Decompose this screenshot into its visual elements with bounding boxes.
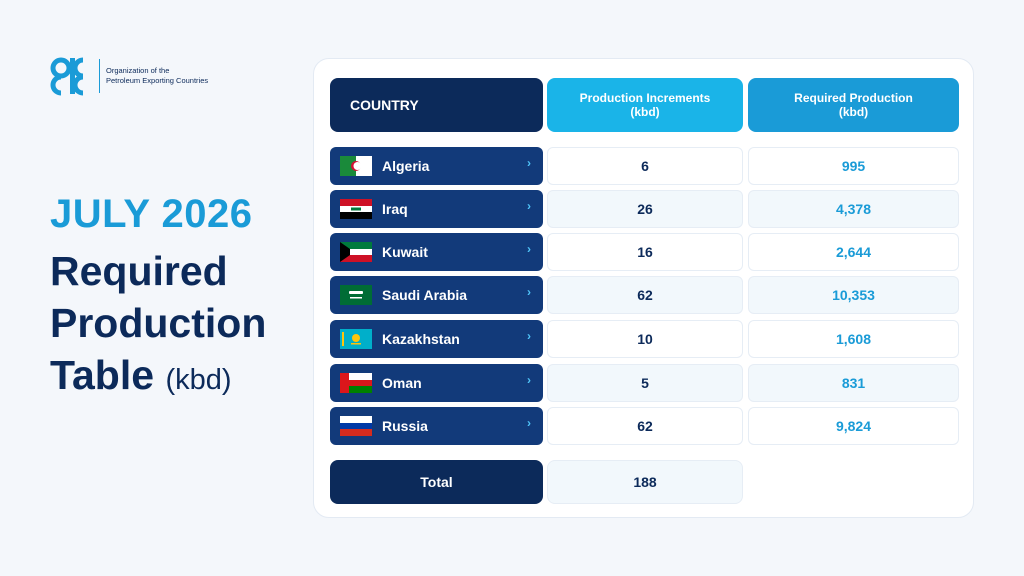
country-row-algeria[interactable]: Algeria › xyxy=(330,147,543,185)
country-row-kuwait[interactable]: Kuwait › xyxy=(330,233,543,271)
increment-cell: 26 xyxy=(547,190,743,228)
organization-name: Organization of the Petroleum Exporting … xyxy=(106,66,208,86)
country-row-russia[interactable]: Russia › xyxy=(330,407,543,445)
header-required-production: Required Production (kbd) xyxy=(748,78,959,132)
country-name: Russia xyxy=(382,418,428,434)
required-cell: 4,378 xyxy=(748,190,959,228)
algeria-flag-icon xyxy=(340,156,372,176)
total-value: 188 xyxy=(547,460,743,504)
chevron-right-icon: › xyxy=(527,416,531,430)
required-cell: 2,644 xyxy=(748,233,959,271)
header-inc-line2: (kbd) xyxy=(630,105,660,119)
required-cell: 9,824 xyxy=(748,407,959,445)
chevron-right-icon: › xyxy=(527,285,531,299)
header-inc-line1: Production Increments xyxy=(579,91,711,105)
chevron-right-icon: › xyxy=(527,156,531,170)
opec-logo: Organization of the Petroleum Exporting … xyxy=(50,56,208,96)
kazakhstan-flag-icon xyxy=(340,329,372,349)
page-headline: JULY 2026 Required Production Table (kbd… xyxy=(50,192,266,406)
increment-cell: 62 xyxy=(547,407,743,445)
org-line-2: Petroleum Exporting Countries xyxy=(106,76,209,85)
iraq-flag-icon xyxy=(340,199,372,219)
country-row-oman[interactable]: Oman › xyxy=(330,364,543,402)
country-name: Kuwait xyxy=(382,244,428,260)
required-cell: 831 xyxy=(748,364,959,402)
org-line-1: Organization of the xyxy=(106,66,170,75)
chevron-right-icon: › xyxy=(527,199,531,213)
opec-logo-icon xyxy=(50,56,94,96)
country-name: Saudi Arabia xyxy=(382,287,468,303)
saudi-arabia-flag-icon xyxy=(340,285,372,305)
country-name: Oman xyxy=(382,375,422,391)
headline-year: JULY 2026 xyxy=(50,192,253,236)
country-row-iraq[interactable]: Iraq › xyxy=(330,190,543,228)
country-name: Iraq xyxy=(382,201,408,217)
headline-line-2: Production xyxy=(50,300,267,346)
country-row-kazakhstan[interactable]: Kazakhstan › xyxy=(330,320,543,358)
chevron-right-icon: › xyxy=(527,242,531,256)
country-row-saudi-arabia[interactable]: Saudi Arabia › xyxy=(330,276,543,314)
required-cell: 995 xyxy=(748,147,959,185)
required-cell: 1,608 xyxy=(748,320,959,358)
russia-flag-icon xyxy=(340,416,372,436)
headline-unit: (kbd) xyxy=(165,364,232,396)
header-country: COUNTRY xyxy=(330,78,543,132)
increment-cell: 16 xyxy=(547,233,743,271)
increment-cell: 6 xyxy=(547,147,743,185)
chevron-right-icon: › xyxy=(527,329,531,343)
increment-cell: 5 xyxy=(547,364,743,402)
country-name: Algeria xyxy=(382,158,430,174)
header-production-increments: Production Increments (kbd) xyxy=(547,78,743,132)
headline-table-word: Table xyxy=(50,352,155,398)
oman-flag-icon xyxy=(340,373,372,393)
increment-cell: 10 xyxy=(547,320,743,358)
header-req-line1: Required Production xyxy=(794,91,913,105)
country-name: Kazakhstan xyxy=(382,331,460,347)
header-req-line2: (kbd) xyxy=(838,105,869,119)
logo-divider xyxy=(99,59,100,93)
kuwait-flag-icon xyxy=(340,242,372,262)
headline-line-3: Table (kbd) xyxy=(50,349,266,406)
required-cell: 10,353 xyxy=(748,276,959,314)
headline-line-1: Required xyxy=(50,248,228,294)
chevron-right-icon: › xyxy=(527,373,531,387)
increment-cell: 62 xyxy=(547,276,743,314)
total-label: Total xyxy=(330,460,543,504)
